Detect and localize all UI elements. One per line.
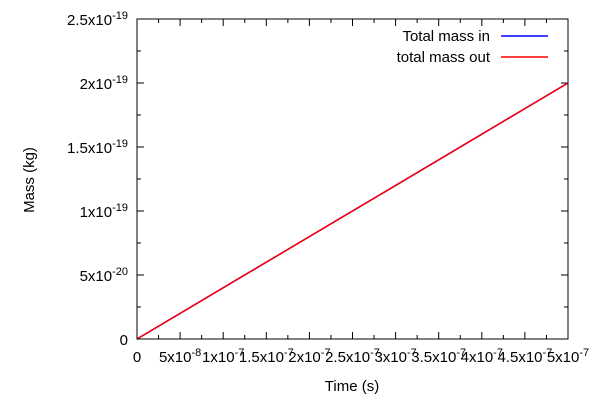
x-tick-label-base: 4x10 (461, 349, 494, 366)
x-tick-label-base: 1.5x10 (239, 349, 284, 366)
y-axis-label: Mass (kg) (21, 147, 38, 213)
x-axis-ticks: 0 5x10-8 1x10-71.5x10-72x10-72.5x10-73x10-… (133, 19, 589, 366)
y-tick-label-exponent: -20 (112, 266, 128, 278)
series-layer (136, 82, 569, 340)
x-tick-label-exponent: -7 (407, 347, 417, 359)
y-tick-label-base: 2x10 (80, 76, 113, 93)
x-tick-label: 5x10-8 (159, 347, 201, 366)
x-tick-label-exponent: -7 (370, 347, 380, 359)
y-tick-label-exponent: -19 (112, 74, 128, 86)
x-tick-label-exponent: -7 (235, 347, 245, 359)
x-tick-label: 2.5x10-7 (325, 347, 380, 366)
x-tick-label-base: 4.5x10 (497, 349, 542, 366)
x-tick-label-base: 3x10 (374, 349, 407, 366)
y-tick-label-base: 0 (120, 332, 128, 349)
y-tick-label: 1.5x10-19 (67, 138, 128, 157)
plot-frame (136, 18, 569, 340)
x-tick-label-base: 5x10 (547, 349, 580, 366)
x-tick-label-exponent: -7 (543, 347, 553, 359)
x-tick-label: 4x10-7 (461, 347, 503, 366)
x-axis-label: Time (s) (325, 378, 379, 395)
x-tick-label: 5x10-7 (547, 347, 589, 366)
x-tick-label-base: 3.5x10 (411, 349, 456, 366)
series-line-2 (136, 82, 569, 340)
x-tick-label-exponent: -7 (456, 347, 466, 359)
x-tick-label-exponent: -8 (191, 347, 201, 359)
x-tick-label-base: 2.5x10 (325, 349, 370, 366)
y-tick-label: 2.5x10-19 (67, 10, 128, 29)
legend-label-2: total mass out (397, 49, 491, 66)
x-tick-label-exponent: -7 (284, 347, 294, 359)
x-tick-label: 4.5x10-7 (497, 347, 552, 366)
x-tick-label-exponent: -7 (321, 347, 331, 359)
y-tick-label-base: 1x10 (80, 204, 113, 221)
x-tick-label-exponent: -7 (493, 347, 503, 359)
y-tick-label-base: 5x10 (80, 268, 113, 285)
x-tick-label-base: 0 (133, 349, 141, 366)
x-tick-label-base: 5x10 (159, 349, 192, 366)
x-tick-label-exponent: -7 (579, 347, 589, 359)
y-tick-label: 5x10-20 (80, 266, 128, 285)
y-tick-label-exponent: -19 (112, 10, 128, 22)
y-tick-label: 1x10-19 (80, 202, 128, 221)
x-tick-label: 3x10-7 (374, 347, 416, 366)
y-tick-label: 0 (120, 332, 128, 349)
legend: Total mass in total mass out (397, 28, 548, 66)
x-tick-label: 3.5x10-7 (411, 347, 466, 366)
y-tick-label-base: 1.5x10 (67, 140, 112, 157)
y-tick-label-base: 2.5x10 (67, 12, 112, 29)
x-tick-label: 0 (133, 349, 141, 366)
y-tick-label-exponent: -19 (112, 138, 128, 150)
x-tick-label-base: 2x10 (288, 349, 321, 366)
y-tick-label-exponent: -19 (112, 202, 128, 214)
x-tick-label: 2x10-7 (288, 347, 330, 366)
x-tick-label-base: 1x10 (202, 349, 235, 366)
legend-label-1: Total mass in (402, 28, 490, 45)
y-tick-label: 2x10-19 (80, 74, 128, 93)
x-tick-label: 1.5x10-7 (239, 347, 294, 366)
x-tick-label: 1x10-7 (202, 347, 244, 366)
